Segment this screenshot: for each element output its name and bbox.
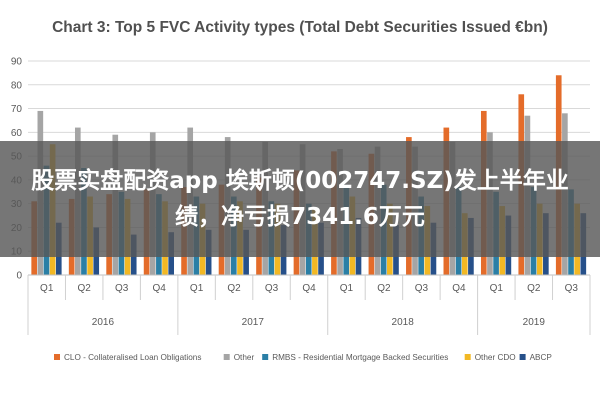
overlay-banner-text: 股票实盘配资app 埃斯顿(002747.SZ)发上半年业绩，净亏损7341.6… xyxy=(31,168,569,230)
legend-label: CLO - Collateralised Loan Obligations xyxy=(64,353,201,362)
y-tick-label: 70 xyxy=(11,104,23,115)
y-tick-label: 90 xyxy=(11,57,23,68)
year-label: 2018 xyxy=(392,317,415,328)
legend-swatch xyxy=(223,354,230,360)
overlay-banner: 股票实盘配资app 埃斯顿(002747.SZ)发上半年业绩，净亏损7341.6… xyxy=(0,141,600,257)
x-tick-label: Q3 xyxy=(115,283,129,294)
x-tick-label: Q2 xyxy=(377,283,391,294)
x-tick-label: Q3 xyxy=(265,283,279,294)
legend-label: Other CDO xyxy=(475,353,516,362)
chart-title: Chart 3: Top 5 FVC Activity types (Total… xyxy=(52,19,548,36)
x-tick-label: Q2 xyxy=(527,283,541,294)
year-label: 2016 xyxy=(92,317,115,328)
y-tick-label: 60 xyxy=(11,128,23,139)
x-tick-label: Q2 xyxy=(227,283,241,294)
x-tick-label: Q1 xyxy=(40,283,54,294)
legend-label: ABCP xyxy=(530,353,553,362)
legend-swatch xyxy=(519,354,526,360)
x-tick-label: Q1 xyxy=(490,283,504,294)
legend-swatch xyxy=(262,354,269,360)
y-tick-label: 0 xyxy=(16,271,22,282)
y-tick-label: 80 xyxy=(11,80,23,91)
legend-swatch xyxy=(54,354,60,360)
legend-swatch xyxy=(464,354,471,360)
x-tick-label: Q4 xyxy=(452,283,466,294)
year-label: 2017 xyxy=(242,317,265,328)
x-tick-label: Q4 xyxy=(302,283,316,294)
legend: CLO - Collateralised Loan Obligations Oth… xyxy=(54,353,552,362)
x-tick-label: Q1 xyxy=(340,283,354,294)
legend-label: Other xyxy=(234,353,255,362)
legend-label: RMBS - Residential Mortgage Backed Secur… xyxy=(272,353,448,362)
year-label: 2019 xyxy=(523,317,546,328)
x-tick-label: Q4 xyxy=(152,283,166,294)
x-tick-label: Q1 xyxy=(190,283,204,294)
x-tick-label: Q3 xyxy=(415,283,429,294)
x-tick-label: Q3 xyxy=(565,283,579,294)
x-tick-label: Q2 xyxy=(78,283,92,294)
